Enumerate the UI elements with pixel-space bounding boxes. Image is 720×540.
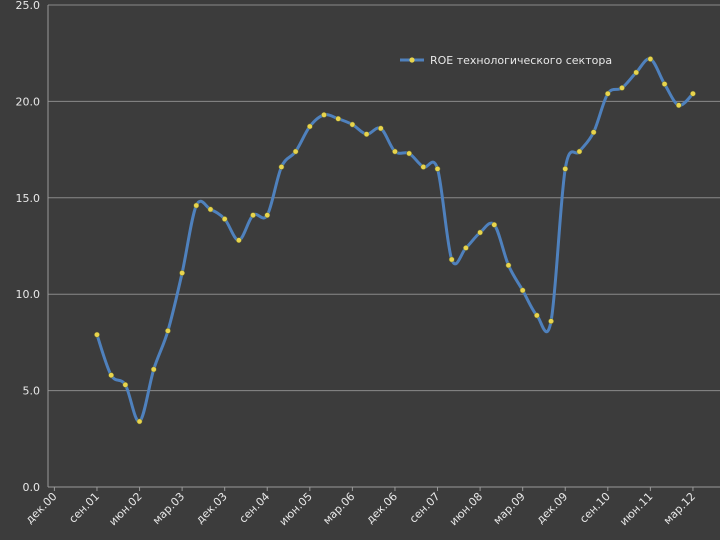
x-tick-label: июн.11 — [617, 490, 655, 528]
data-point — [491, 221, 498, 228]
y-tick-label: 10.0 — [16, 288, 41, 301]
data-point — [193, 202, 200, 209]
x-tick-label: мар.12 — [661, 490, 698, 527]
data-point — [292, 148, 299, 155]
x-tick-label: дек.00 — [23, 490, 59, 526]
data-point — [576, 148, 583, 155]
x-tick-label: июн.08 — [447, 490, 485, 528]
data-point — [548, 318, 554, 325]
data-point — [122, 381, 129, 388]
data-point — [306, 123, 313, 130]
x-tick-label: мар.06 — [320, 490, 357, 527]
data-point — [108, 372, 115, 379]
data-point — [94, 331, 100, 338]
data-point — [221, 216, 228, 222]
x-tick-label: июн.02 — [106, 490, 144, 528]
y-tick-label: 25.0 — [16, 0, 41, 12]
data-point — [505, 262, 512, 269]
data-point — [604, 90, 611, 97]
data-point — [534, 312, 540, 319]
x-tick-label: дек.03 — [193, 490, 229, 526]
data-point — [165, 327, 171, 334]
data-point — [477, 229, 483, 236]
data-point — [179, 270, 185, 276]
data-point — [633, 69, 640, 76]
data-point — [250, 212, 256, 219]
x-tick-label: дек.06 — [364, 490, 400, 526]
data-point — [590, 129, 597, 136]
legend-marker — [409, 57, 415, 63]
data-point — [321, 112, 327, 118]
data-point — [150, 366, 157, 373]
x-tick-label: мар.09 — [491, 490, 528, 527]
data-point — [207, 206, 214, 213]
data-point — [136, 418, 143, 425]
y-tick-label: 5.0 — [23, 385, 41, 398]
plot-area — [48, 5, 720, 487]
x-tick-label: сен.01 — [66, 490, 102, 526]
x-tick-label: сен.07 — [407, 490, 443, 526]
x-tick-label: июн.05 — [277, 490, 315, 528]
x-tick-label: сен.10 — [577, 490, 613, 526]
data-point — [278, 164, 285, 170]
data-point — [463, 245, 469, 251]
data-point — [420, 164, 427, 170]
legend-label: ROE технологического сектора — [430, 54, 612, 67]
data-point — [363, 131, 370, 138]
data-point — [562, 166, 569, 172]
x-tick-label: мар.03 — [150, 490, 187, 527]
y-tick-label: 20.0 — [16, 95, 41, 108]
data-point — [335, 115, 342, 122]
data-point — [406, 150, 412, 157]
x-tick-label: дек.09 — [534, 490, 570, 526]
data-point — [661, 81, 668, 87]
data-point — [434, 166, 441, 172]
data-point — [448, 256, 455, 263]
data-point — [392, 148, 398, 155]
data-point — [675, 102, 682, 109]
y-tick-label: 15.0 — [16, 192, 41, 205]
data-point — [619, 85, 625, 91]
data-point — [647, 56, 654, 62]
data-point — [264, 212, 271, 219]
y-tick-label: 0.0 — [23, 481, 41, 494]
data-point — [349, 121, 356, 128]
data-point — [236, 237, 242, 244]
data-point — [519, 287, 526, 294]
x-tick-label: сен.04 — [237, 490, 273, 526]
data-point — [377, 125, 384, 132]
data-point — [690, 90, 696, 97]
